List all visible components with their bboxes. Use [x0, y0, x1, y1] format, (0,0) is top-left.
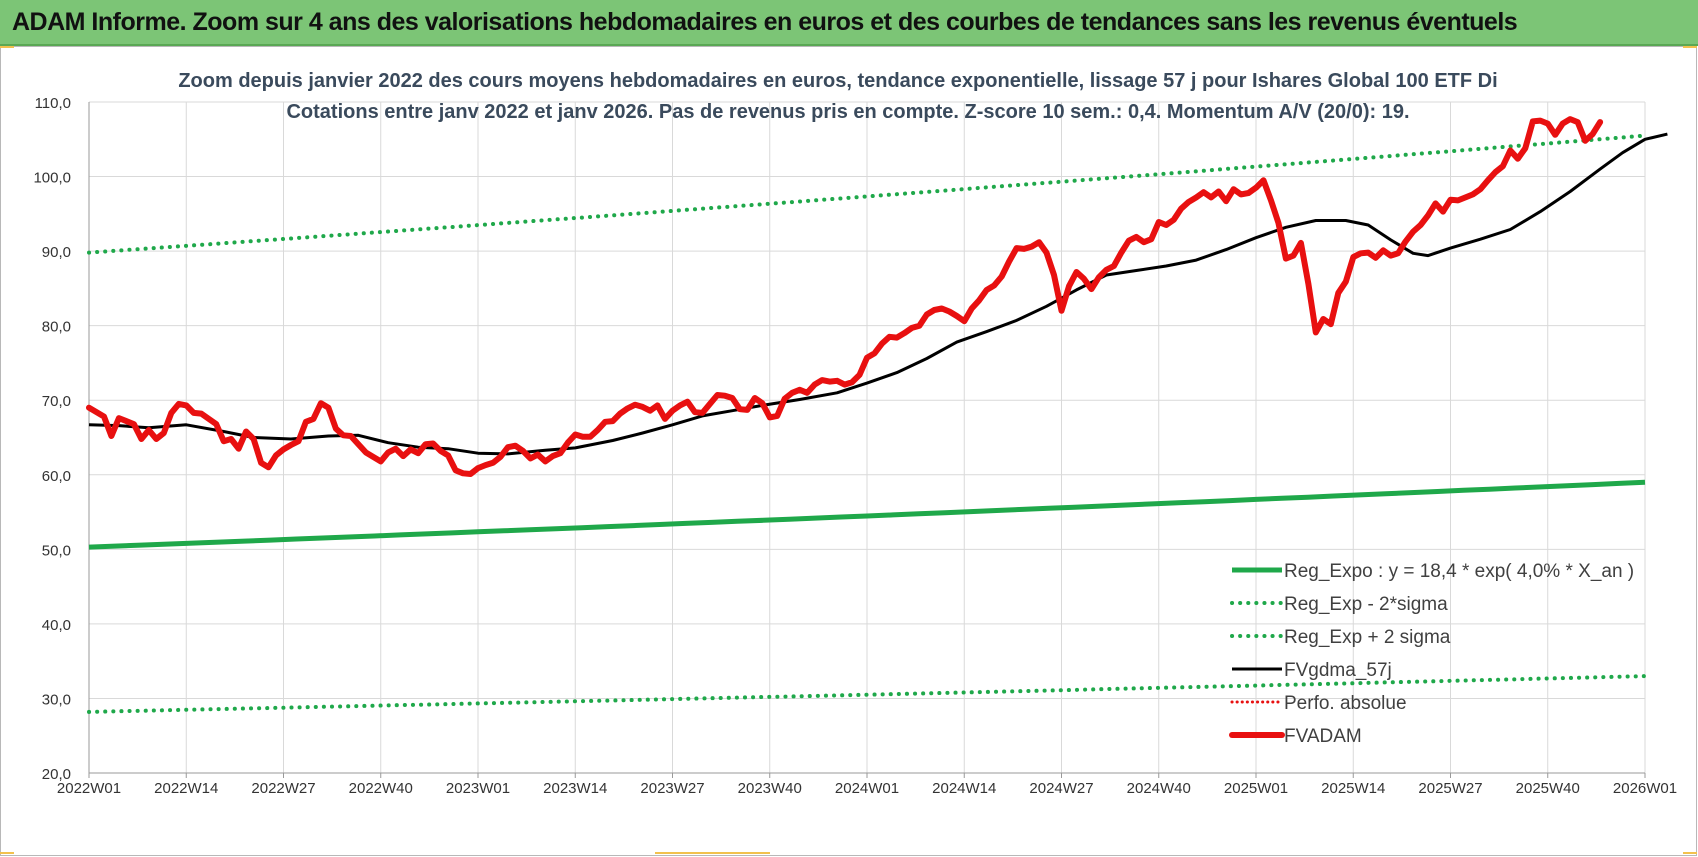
line-chart: Zoom depuis janvier 2022 des cours moyen…: [33, 70, 1677, 797]
x-tick-label: 2022W27: [251, 780, 315, 797]
chart-legend: Reg_Expo : y = 18,4 * exp( 4,0% * X_an )…: [1229, 561, 1634, 747]
x-tick-label: 2026W01: [1613, 780, 1677, 797]
series-line-reg_expo: [88, 479, 1646, 550]
corner-accent: [655, 852, 770, 854]
legend-label-fvadam: FVADAM: [1284, 726, 1362, 747]
x-tick-label: 2023W40: [738, 780, 802, 797]
chart-title-line-2: Cotations entre janv 2022 et janv 2026. …: [286, 101, 1409, 123]
y-tick-label: 60,0: [42, 468, 71, 485]
legend-label-reg_minus: Reg_Exp - 2*sigma: [1284, 594, 1448, 615]
y-tick-label: 90,0: [42, 244, 71, 261]
series-line-fvadam: [86, 116, 1604, 477]
y-tick-label: 70,0: [42, 393, 71, 410]
x-tick-label: 2024W27: [1029, 780, 1093, 797]
y-tick-label: 110,0: [35, 95, 71, 112]
y-tick-label: 80,0: [42, 319, 71, 336]
legend-label-fvgdma: FVgdma_57j: [1284, 660, 1392, 681]
chart-title-line-1: Zoom depuis janvier 2022 des cours moyen…: [178, 70, 1497, 92]
x-tick-label: 2024W14: [932, 780, 996, 797]
chart-series: [86, 116, 1668, 714]
x-tick-label: 2023W27: [640, 780, 704, 797]
x-tick-label: 2022W40: [349, 780, 413, 797]
x-tick-label: 2023W01: [446, 780, 510, 797]
x-tick-label: 2025W01: [1224, 780, 1288, 797]
header-banner: ADAM Informe. Zoom sur 4 ans des valoris…: [0, 0, 1698, 46]
legend-label-reg_plus: Reg_Exp + 2 sigma: [1284, 627, 1451, 648]
y-tick-label: 100,0: [33, 170, 71, 187]
x-tick-label: 2024W01: [835, 780, 899, 797]
x-tick-label: 2023W14: [543, 780, 607, 797]
chart-axes: 20,0 30,0 40,0 50,0 60,0 70,0 80,0 90,0 100,0 110…: [33, 95, 1677, 797]
series-line-reg_plus: [87, 133, 1647, 255]
x-tick-label: 2025W40: [1516, 780, 1580, 797]
corner-accent: [1683, 46, 1697, 48]
series-line-reg_minus: [87, 674, 1647, 714]
chart-frame: [0, 46, 1697, 856]
corner-accent: [0, 46, 14, 48]
page-title: ADAM Informe. Zoom sur 4 ans des valoris…: [12, 8, 1518, 36]
x-tick-label: 2024W40: [1127, 780, 1191, 797]
chart-title: Zoom depuis janvier 2022 des cours moyen…: [178, 70, 1497, 123]
legend-label-reg_expo: Reg_Expo : y = 18,4 * exp( 4,0% * X_an ): [1284, 561, 1634, 582]
y-tick-label: 50,0: [42, 542, 71, 559]
y-tick-label: 30,0: [42, 691, 71, 708]
legend-label-perfo: Perfo. absolue: [1284, 693, 1407, 714]
y-tick-label: 20,0: [42, 766, 71, 783]
x-tick-label: 2025W14: [1321, 780, 1385, 797]
x-tick-label: 2022W01: [57, 780, 121, 797]
x-tick-label: 2025W27: [1418, 780, 1482, 797]
y-tick-label: 40,0: [42, 617, 71, 634]
series-line-fvgdma: [88, 132, 1668, 456]
x-tick-label: 2022W14: [154, 780, 218, 797]
corner-accent: [1683, 852, 1697, 854]
corner-accent: [0, 852, 14, 854]
